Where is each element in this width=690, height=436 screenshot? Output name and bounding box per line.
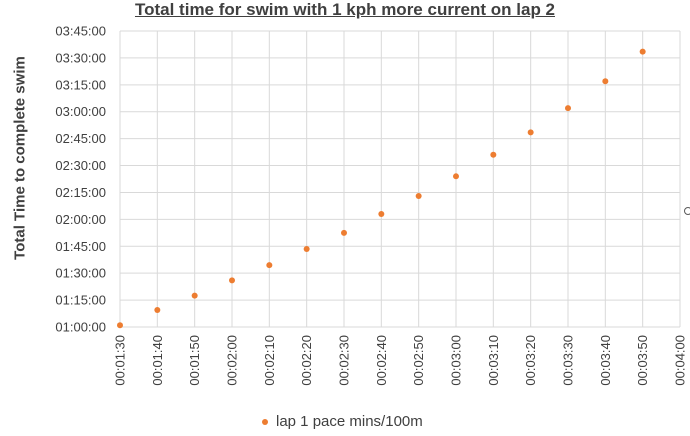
data-point bbox=[490, 151, 497, 158]
data-point bbox=[303, 245, 310, 252]
y-tick-label: 01:15:00 bbox=[55, 293, 106, 308]
y-tick-label: 02:00:00 bbox=[55, 212, 106, 227]
y-tick-label: 03:00:00 bbox=[55, 104, 106, 119]
y-tick-label: 03:15:00 bbox=[55, 77, 106, 92]
x-tick-label: 00:01:50 bbox=[187, 335, 202, 386]
y-tick-label: 01:00:00 bbox=[55, 320, 106, 335]
x-tick-label: 00:03:20 bbox=[523, 335, 538, 386]
chart-title: Total time for swim with 1 kph more curr… bbox=[134, 0, 556, 19]
y-tick-label: 02:15:00 bbox=[55, 185, 106, 200]
legend: lap 1 pace mins/100m bbox=[262, 413, 423, 430]
data-point bbox=[229, 277, 235, 284]
data-point bbox=[378, 210, 385, 217]
y-tick-label: 01:45:00 bbox=[55, 239, 106, 254]
x-tick-label: 00:02:50 bbox=[411, 335, 426, 386]
x-tick-label: 00:02:00 bbox=[225, 335, 240, 386]
data-point bbox=[527, 129, 534, 136]
data-point bbox=[565, 105, 571, 112]
legend-label: lap 1 pace mins/100m bbox=[276, 413, 423, 430]
x-tick-label: 00:01:40 bbox=[150, 335, 165, 386]
partial-circle-icon bbox=[684, 207, 690, 215]
data-point bbox=[266, 262, 273, 269]
x-tick-label: 00:02:10 bbox=[262, 335, 277, 386]
x-tick-label: 00:02:30 bbox=[337, 335, 352, 386]
y-tick-label: 03:30:00 bbox=[55, 50, 106, 65]
x-tick-label: 00:02:20 bbox=[299, 335, 314, 386]
x-tick-label: 00:01:30 bbox=[113, 335, 128, 386]
y-tick-label: 02:45:00 bbox=[55, 131, 106, 146]
data-point bbox=[191, 292, 198, 299]
y-tick-label: 03:45:00 bbox=[55, 24, 106, 39]
x-tick-label: 00:04:00 bbox=[673, 335, 688, 386]
legend-marker-icon bbox=[262, 418, 268, 425]
x-tick-label: 00:03:50 bbox=[635, 335, 650, 386]
y-tick-label: 02:30:00 bbox=[55, 158, 106, 173]
data-point bbox=[602, 78, 609, 85]
data-point bbox=[415, 193, 422, 200]
x-tick-label: 00:03:10 bbox=[486, 335, 501, 386]
x-tick-label: 00:02:40 bbox=[374, 335, 389, 386]
data-point bbox=[117, 322, 123, 329]
data-point bbox=[453, 173, 459, 180]
data-point bbox=[154, 306, 161, 313]
data-point bbox=[639, 48, 646, 55]
x-tick-label: 00:03:00 bbox=[449, 335, 464, 386]
x-tick-label: 00:03:40 bbox=[598, 335, 613, 386]
data-point bbox=[341, 229, 347, 236]
x-tick-label: 00:03:30 bbox=[561, 335, 576, 386]
y-tick-label: 01:30:00 bbox=[55, 266, 106, 281]
